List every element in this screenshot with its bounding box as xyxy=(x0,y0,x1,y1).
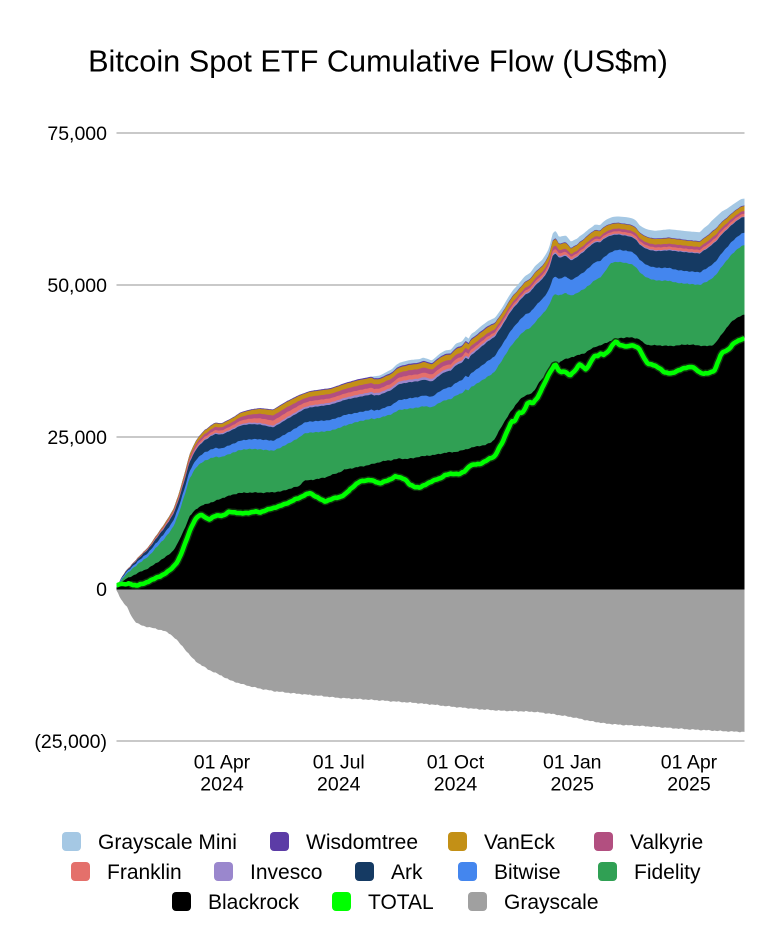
svg-text:Bitcoin Spot ETF Cumulative Fl: Bitcoin Spot ETF Cumulative Flow (US$m) xyxy=(88,44,668,79)
svg-text:Wisdomtree: Wisdomtree xyxy=(306,831,418,854)
svg-text:Bitwise: Bitwise xyxy=(494,861,561,884)
svg-text:Valkyrie: Valkyrie xyxy=(630,831,703,854)
svg-text:VanEck: VanEck xyxy=(484,831,555,854)
svg-text:01 Apr: 01 Apr xyxy=(194,752,251,774)
svg-text:Invesco: Invesco xyxy=(250,861,322,884)
svg-text:Ark: Ark xyxy=(391,861,423,884)
svg-text:01 Apr: 01 Apr xyxy=(661,752,718,774)
svg-text:2024: 2024 xyxy=(317,774,361,796)
svg-text:Grayscale: Grayscale xyxy=(504,891,599,914)
svg-text:TOTAL: TOTAL xyxy=(368,891,434,914)
svg-text:Fidelity: Fidelity xyxy=(634,861,701,884)
svg-text:2024: 2024 xyxy=(434,774,478,796)
svg-text:(25,000): (25,000) xyxy=(34,731,107,753)
svg-text:0: 0 xyxy=(96,579,107,601)
svg-text:01 Oct: 01 Oct xyxy=(427,752,485,774)
svg-text:50,000: 50,000 xyxy=(47,275,107,297)
svg-text:2024: 2024 xyxy=(200,774,244,796)
svg-text:Blackrock: Blackrock xyxy=(208,891,300,914)
svg-text:25,000: 25,000 xyxy=(47,427,107,449)
svg-text:Grayscale Mini: Grayscale Mini xyxy=(98,831,237,854)
svg-text:2025: 2025 xyxy=(667,774,711,796)
svg-text:Franklin: Franklin xyxy=(107,861,182,884)
svg-text:2025: 2025 xyxy=(551,774,595,796)
svg-text:75,000: 75,000 xyxy=(47,123,107,145)
svg-text:01 Jan: 01 Jan xyxy=(543,752,602,774)
svg-text:01 Jul: 01 Jul xyxy=(313,752,365,774)
